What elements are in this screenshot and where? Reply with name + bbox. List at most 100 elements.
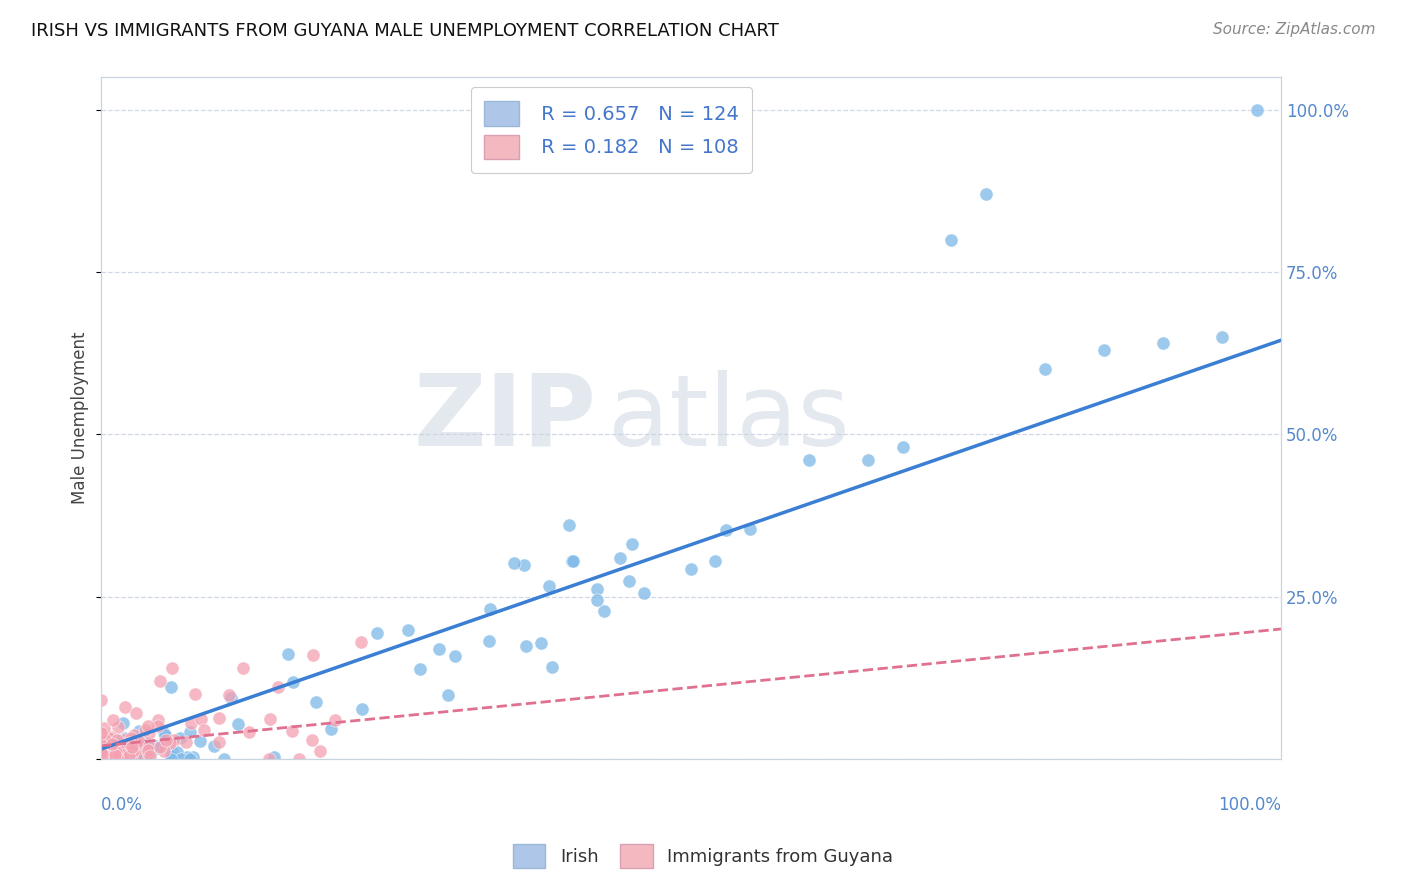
Point	[138, 739, 160, 753]
Point	[96, 743, 118, 757]
Legend:  R = 0.657   N = 124,  R = 0.182   N = 108: R = 0.657 N = 124, R = 0.182 N = 108	[471, 87, 752, 173]
Point	[111, 746, 134, 760]
Point	[856, 453, 879, 467]
Point	[94, 750, 117, 764]
Point	[93, 726, 115, 740]
Point	[259, 712, 281, 726]
Point	[408, 662, 430, 676]
Point	[160, 745, 183, 759]
Point	[226, 717, 249, 731]
Point	[128, 724, 150, 739]
Point	[219, 690, 242, 705]
Point	[112, 744, 135, 758]
Point	[117, 746, 139, 760]
Point	[111, 737, 134, 751]
Point	[138, 747, 160, 761]
Point	[538, 579, 561, 593]
Point	[103, 747, 125, 762]
Point	[104, 742, 127, 756]
Point	[93, 734, 115, 748]
Point	[513, 558, 536, 572]
Point	[181, 750, 204, 764]
Point	[107, 743, 129, 757]
Point	[111, 736, 134, 750]
Point	[145, 741, 167, 756]
Point	[479, 602, 502, 616]
Point	[350, 702, 373, 716]
Point	[117, 736, 139, 750]
Point	[122, 750, 145, 764]
Point	[120, 731, 142, 746]
Legend: Irish, Immigrants from Guyana: Irish, Immigrants from Guyana	[502, 834, 904, 879]
Point	[97, 747, 120, 762]
Point	[105, 732, 128, 747]
Point	[128, 734, 150, 748]
Point	[159, 736, 181, 750]
Point	[280, 724, 302, 739]
Point	[111, 747, 134, 762]
Point	[134, 723, 156, 738]
Point	[118, 748, 141, 763]
Point	[716, 523, 738, 537]
Point	[101, 749, 124, 764]
Point	[160, 752, 183, 766]
Point	[146, 713, 169, 727]
Point	[136, 719, 159, 733]
Point	[350, 635, 373, 649]
Point	[107, 751, 129, 765]
Point	[160, 661, 183, 675]
Point	[105, 732, 128, 747]
Point	[1092, 343, 1115, 357]
Point	[703, 554, 725, 568]
Point	[515, 639, 537, 653]
Point	[110, 747, 132, 761]
Point	[169, 731, 191, 745]
Point	[179, 724, 201, 739]
Point	[188, 733, 211, 747]
Point	[110, 750, 132, 764]
Text: 0.0%: 0.0%	[101, 797, 143, 814]
Point	[91, 728, 114, 742]
Point	[93, 749, 115, 764]
Point	[97, 751, 120, 765]
Point	[91, 747, 114, 762]
Point	[112, 745, 135, 759]
Point	[93, 746, 115, 760]
Point	[893, 440, 915, 454]
Point	[131, 739, 153, 754]
Point	[541, 660, 564, 674]
Point	[309, 744, 332, 758]
Point	[121, 739, 143, 754]
Point	[94, 746, 117, 760]
Point	[115, 752, 138, 766]
Point	[176, 750, 198, 764]
Point	[149, 739, 172, 754]
Point	[138, 725, 160, 739]
Point	[98, 750, 121, 764]
Point	[146, 719, 169, 733]
Point	[366, 626, 388, 640]
Point	[129, 748, 152, 763]
Point	[90, 744, 112, 758]
Point	[114, 699, 136, 714]
Point	[91, 737, 114, 751]
Point	[124, 731, 146, 746]
Point	[90, 751, 112, 765]
Point	[797, 453, 820, 467]
Point	[503, 556, 526, 570]
Point	[478, 633, 501, 648]
Point	[277, 647, 299, 661]
Point	[120, 749, 142, 764]
Point	[107, 752, 129, 766]
Point	[101, 713, 124, 727]
Point	[129, 750, 152, 764]
Point	[585, 592, 607, 607]
Point	[96, 731, 118, 745]
Point	[238, 725, 260, 739]
Point	[530, 636, 553, 650]
Point	[108, 736, 131, 750]
Point	[108, 750, 131, 764]
Point	[184, 687, 207, 701]
Point	[319, 722, 342, 736]
Point	[100, 747, 122, 761]
